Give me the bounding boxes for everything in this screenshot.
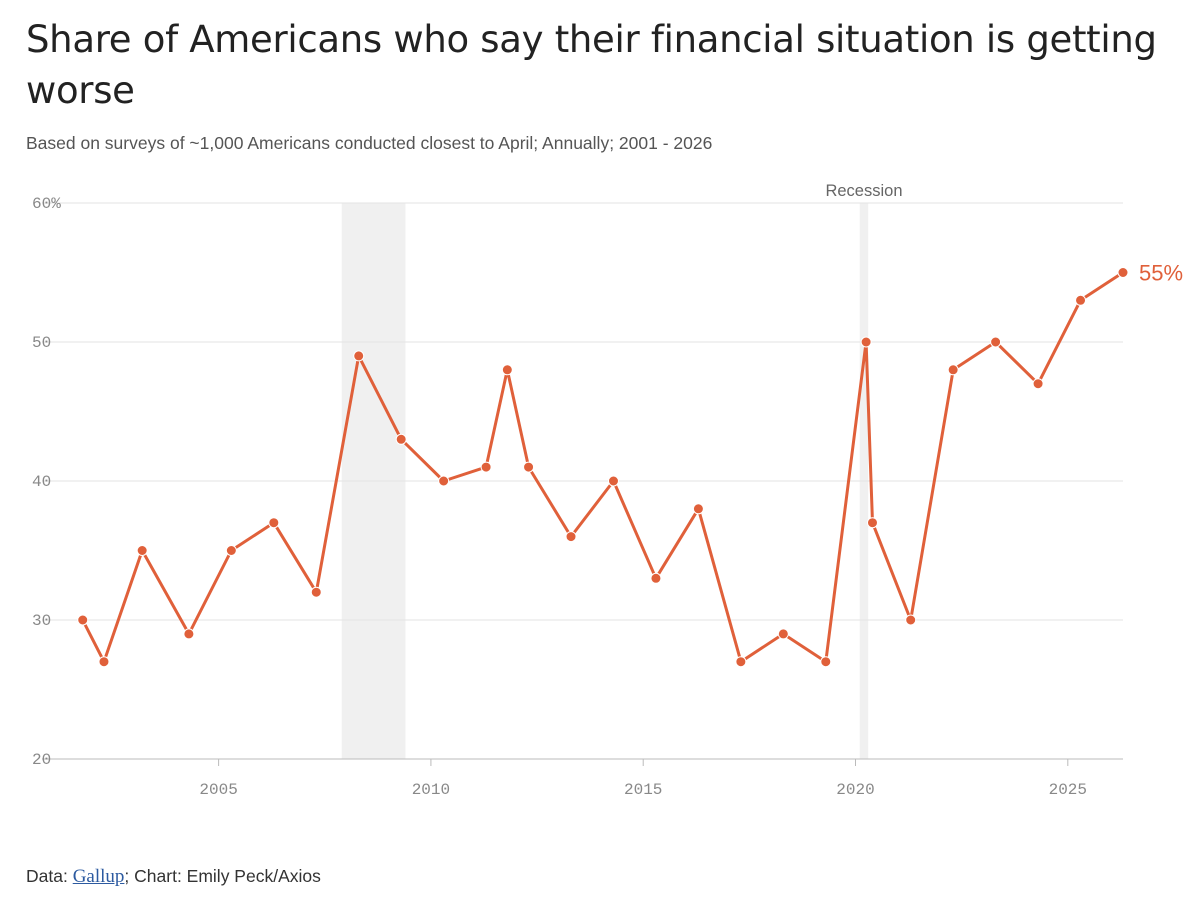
y-tick-label: 20 [32, 751, 51, 769]
data-point [866, 517, 878, 529]
y-tick-label: 40 [32, 473, 51, 491]
y-tick-label: 50 [32, 334, 51, 352]
x-tick-label: 2015 [624, 781, 662, 799]
data-point [77, 614, 89, 626]
chart-credit: ; Chart: Emily Peck/Axios [124, 866, 321, 886]
data-point [1032, 378, 1044, 390]
data-point [480, 461, 492, 473]
chart-subtitle: Based on surveys of ~1,000 Americans con… [26, 133, 713, 153]
data-point [650, 572, 662, 584]
data-point [820, 656, 832, 668]
x-tick-label: 2005 [199, 781, 237, 799]
x-tick-label: 2025 [1049, 781, 1087, 799]
data-point [1075, 294, 1087, 306]
data-point [1117, 267, 1129, 278]
source-credit: Data: Gallup; Chart: Emily Peck/Axios [26, 866, 321, 888]
data-point [501, 364, 513, 376]
x-tick-label: 2020 [836, 781, 874, 799]
data-point [523, 461, 535, 473]
data-point [225, 545, 237, 556]
data-point [183, 628, 195, 640]
chart-title: Share of Americans who say their financi… [26, 18, 1157, 112]
data-point [860, 336, 872, 348]
data-point [136, 545, 148, 556]
data-point [438, 475, 450, 487]
data-point [565, 531, 577, 543]
end-value-label: 55% [1139, 261, 1183, 286]
data-point [990, 336, 1002, 348]
data-point [947, 364, 959, 376]
x-tick-label: 2010 [412, 781, 450, 799]
gallup-source-link[interactable]: Gallup [72, 866, 125, 887]
data-point [905, 614, 917, 626]
data-point [98, 656, 110, 668]
data-point [735, 656, 747, 668]
recession-label: Recession [825, 182, 902, 200]
data-point [777, 628, 789, 640]
data-point [607, 475, 619, 487]
data-point [310, 586, 322, 598]
data-point [353, 350, 365, 362]
y-tick-label: 60% [32, 195, 61, 213]
data-point [395, 433, 407, 445]
line-chart: Recession 60% 50 40 30 20 2005 2010 2015 2020 2025… [32, 182, 1183, 799]
y-tick-label: 30 [32, 612, 51, 630]
data-point [692, 503, 704, 515]
series-line [81, 271, 1125, 664]
data-prefix: Data: [26, 866, 73, 886]
data-point [268, 517, 280, 529]
